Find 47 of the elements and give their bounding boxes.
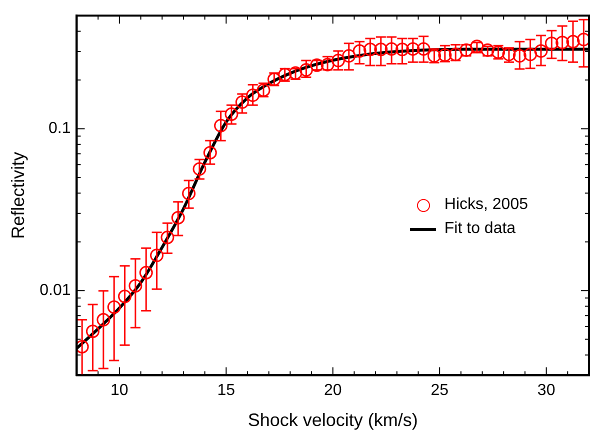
point [544, 36, 558, 50]
point [299, 63, 313, 77]
point [512, 49, 526, 63]
point [363, 42, 377, 56]
x-tick-label: 15 [217, 382, 236, 400]
y-tick-label: 0.1 [48, 120, 71, 138]
point [480, 43, 494, 57]
point [171, 210, 185, 224]
point [224, 107, 238, 121]
point [395, 42, 409, 56]
y-tick-label: 0.01 [40, 282, 71, 299]
point [448, 48, 462, 62]
point [416, 42, 430, 56]
x-tick-label: 30 [537, 382, 556, 400]
point [374, 42, 388, 56]
point [118, 290, 132, 304]
point [235, 95, 249, 109]
point [150, 248, 164, 262]
point [160, 230, 174, 244]
point [203, 146, 217, 160]
point [524, 48, 538, 62]
legend-label: Fit to data [444, 220, 516, 238]
point [96, 313, 110, 327]
point [384, 42, 398, 56]
point [352, 44, 366, 58]
point [182, 186, 196, 200]
x-tick-label: 25 [430, 382, 449, 400]
point [107, 300, 121, 314]
x-axis-title: Shock velocity (km/s) [248, 410, 418, 430]
point [556, 36, 570, 50]
point [246, 88, 260, 102]
x-tick-label: 10 [110, 382, 128, 400]
point [576, 32, 589, 46]
point [406, 42, 420, 56]
point [192, 162, 206, 176]
point [566, 34, 580, 48]
point [214, 118, 228, 132]
point [128, 279, 142, 293]
point [139, 266, 153, 280]
y-axis-title: Reflectivity [8, 152, 28, 239]
point [534, 44, 548, 58]
point [438, 48, 452, 62]
x-tick-label: 20 [324, 382, 342, 400]
legend-label: Hicks, 2005 [444, 196, 528, 214]
point [331, 54, 345, 68]
point [342, 49, 356, 63]
point [86, 324, 100, 338]
